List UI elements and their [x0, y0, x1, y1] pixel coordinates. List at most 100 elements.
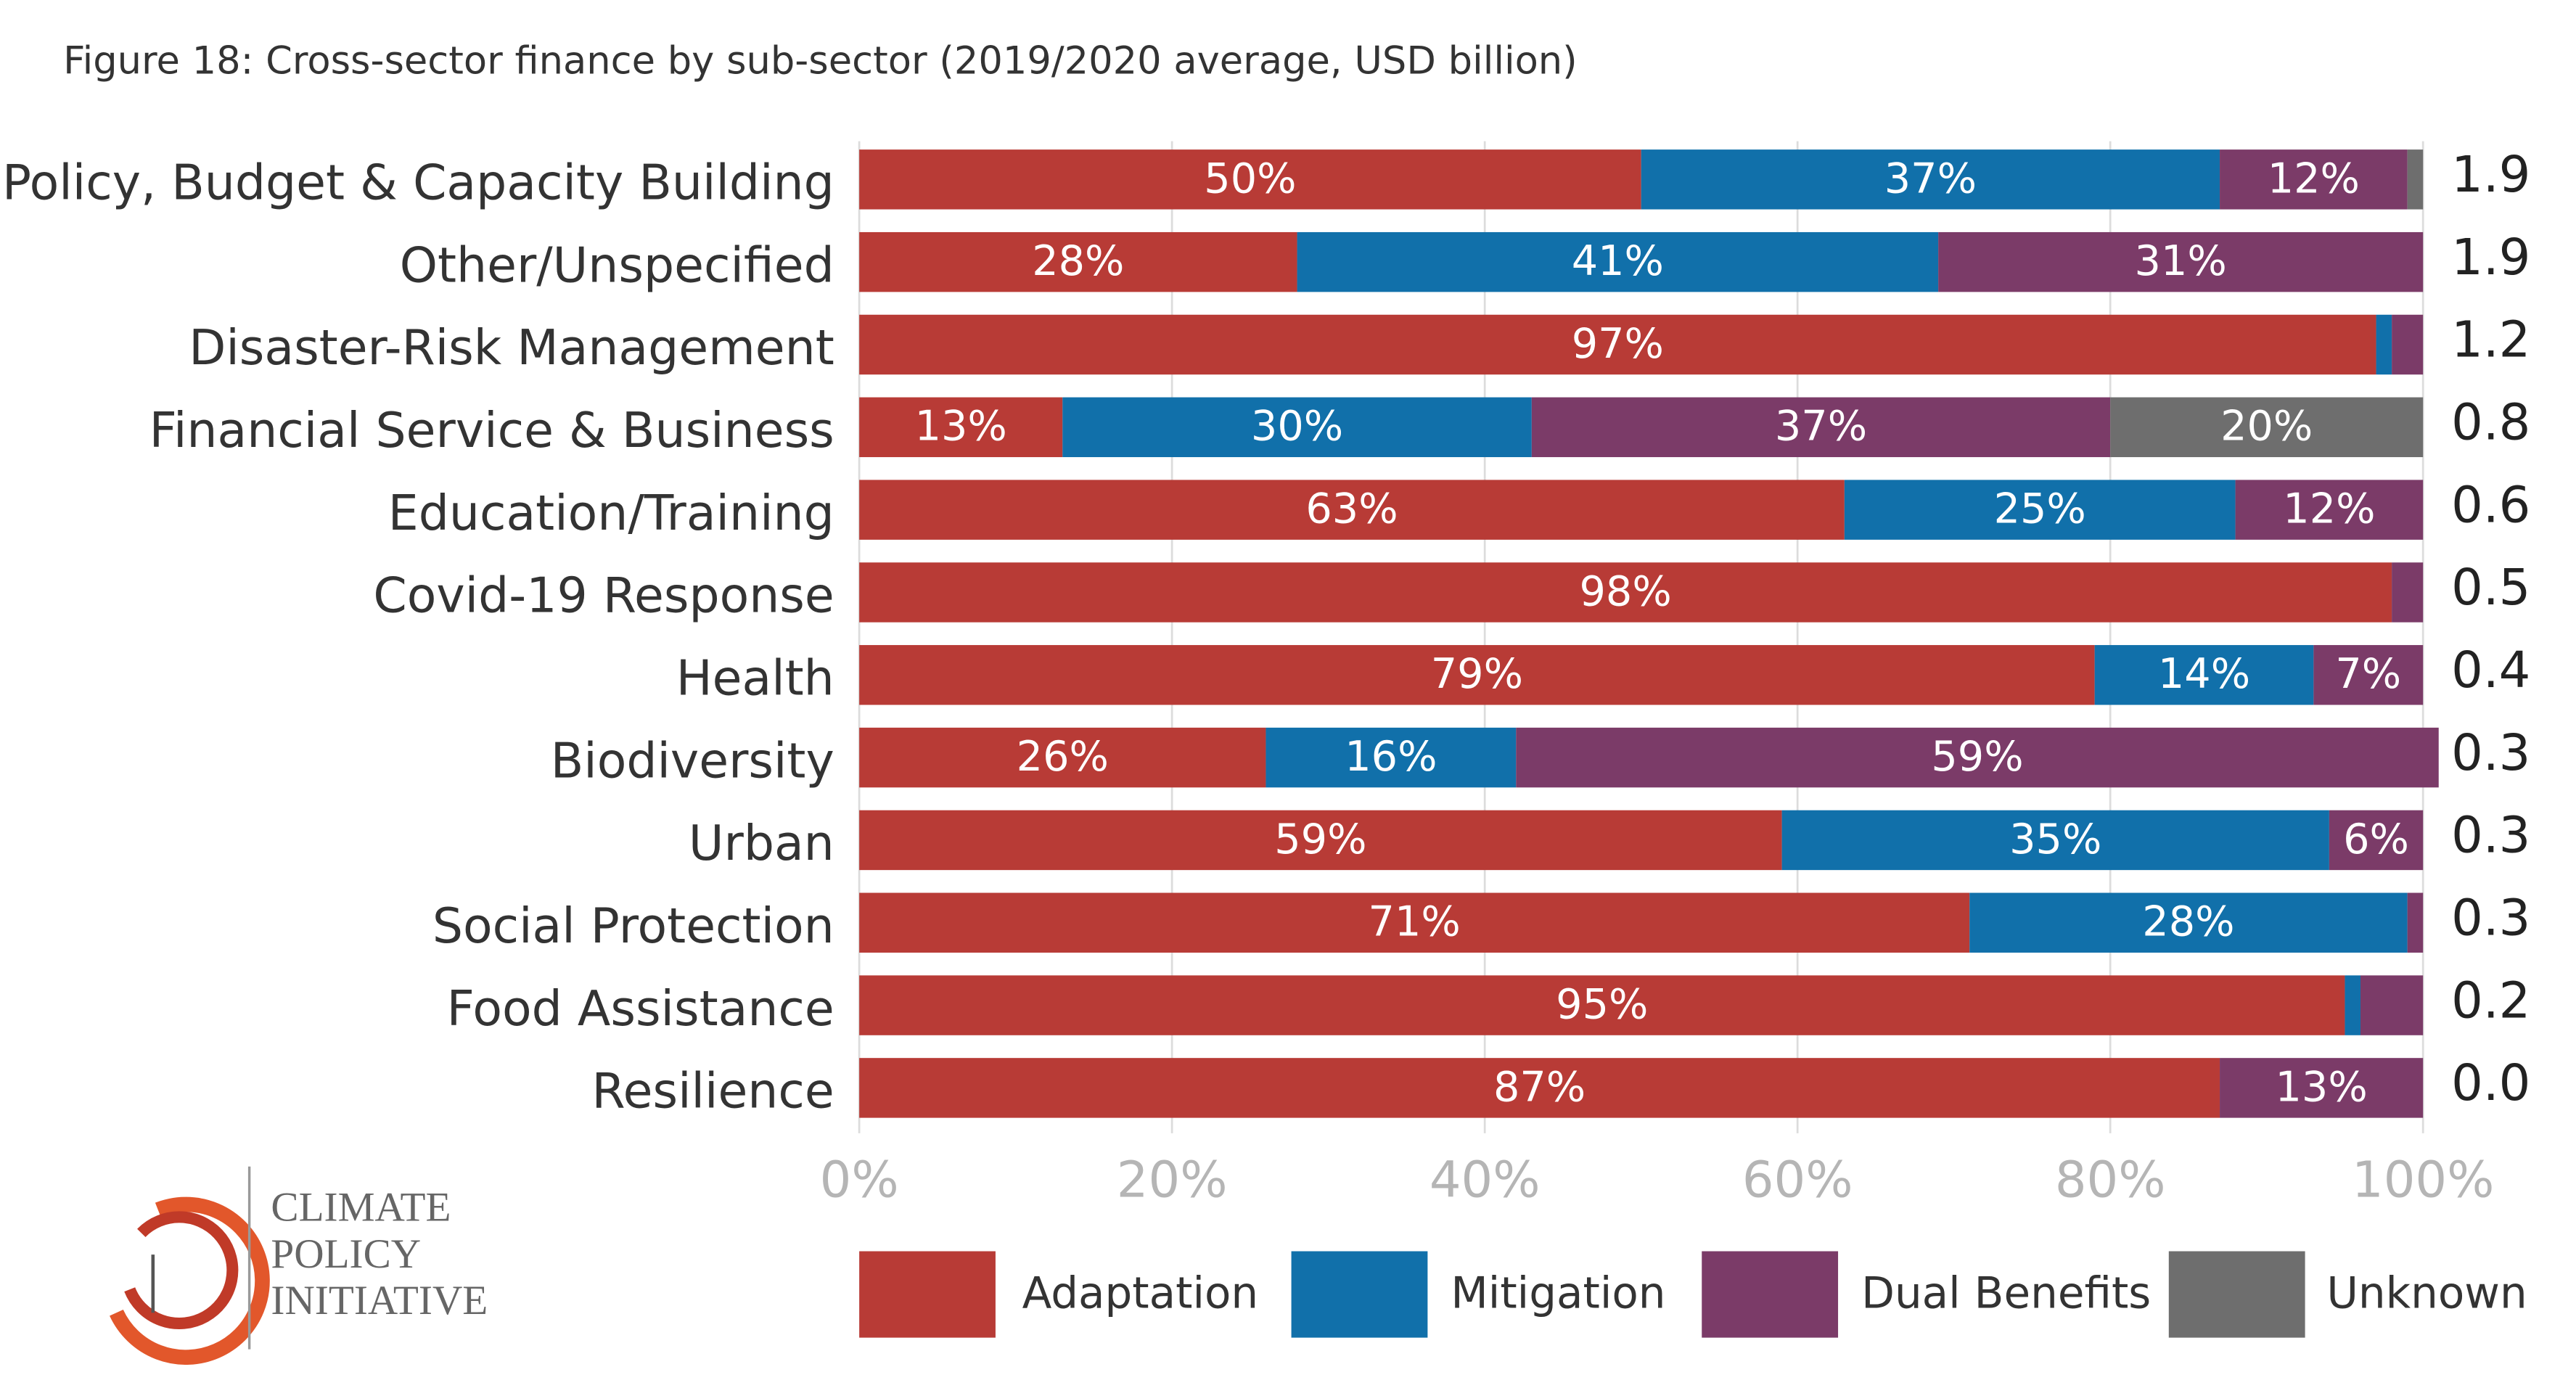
logo: CLIMATE POLICY INITIATIVE — [110, 1166, 488, 1365]
chart-title: Figure 18: Cross-sector finance by sub-s… — [63, 39, 1578, 83]
logo-arc — [124, 1211, 239, 1329]
bar-segment — [859, 810, 1782, 871]
logo-arc — [110, 1196, 270, 1365]
x-tick-label: 20% — [1117, 1151, 1228, 1210]
bar-segment — [859, 975, 2345, 1035]
value-label: 12% — [2283, 485, 2375, 533]
bar-segment — [2376, 314, 2392, 375]
bar-segment — [859, 314, 2376, 375]
bar-segment — [859, 1058, 2220, 1118]
value-label: 12% — [2268, 154, 2360, 202]
bar-segment — [2345, 975, 2361, 1035]
logo-text: CLIMATE — [271, 1185, 451, 1231]
y-tick-label: Financial Service & Business — [149, 402, 834, 459]
logo-text: POLICY — [271, 1231, 421, 1277]
x-tick-label: 60% — [1742, 1151, 1853, 1210]
total-label: 0.3 — [2451, 724, 2530, 782]
bar-segment — [859, 562, 2392, 623]
value-label: 28% — [1032, 237, 1124, 285]
bar-segment — [2220, 149, 2408, 210]
bar-segment — [859, 645, 2095, 705]
bar-segment — [2407, 149, 2424, 210]
x-tick-label: 80% — [2055, 1151, 2166, 1210]
value-label: 7% — [2335, 649, 2401, 698]
value-label: 35% — [2009, 815, 2101, 863]
bar-segment — [1969, 892, 2408, 953]
total-label: 0.8 — [2451, 394, 2530, 452]
bar-segment — [1297, 231, 1939, 292]
total-label: 0.3 — [2451, 807, 2530, 865]
total-label: 1.9 — [2451, 146, 2530, 204]
total-label: 1.9 — [2451, 229, 2530, 287]
value-label: 97% — [1572, 319, 1664, 368]
value-label: 16% — [1345, 732, 1437, 781]
y-tick-label: Disaster-Risk Management — [189, 319, 834, 376]
bar-segment — [2094, 645, 2314, 705]
legend-label: Unknown — [2326, 1268, 2527, 1318]
y-tick-label: Resilience — [591, 1063, 834, 1120]
value-label: 59% — [1274, 815, 1366, 863]
x-tick-label: 0% — [820, 1151, 899, 1210]
legend-swatch — [2168, 1251, 2305, 1338]
value-label: 63% — [1305, 485, 1398, 533]
legend-label: Mitigation — [1451, 1268, 1665, 1318]
bar-segment — [2392, 562, 2424, 623]
value-label: 37% — [1884, 154, 1977, 202]
value-label: 30% — [1251, 402, 1343, 451]
total-label: 0.5 — [2451, 559, 2530, 617]
logo-text: INITIATIVE — [271, 1278, 488, 1323]
y-tick-label: Urban — [689, 815, 834, 871]
bar-segment — [1781, 810, 2329, 871]
total-label: 0.3 — [2451, 889, 2530, 947]
legend-label: Adaptation — [1022, 1268, 1259, 1318]
bar-segment — [2110, 397, 2424, 458]
total-label: 0.0 — [2451, 1054, 2530, 1112]
bar-segment — [859, 149, 1641, 210]
bar-segment — [2329, 810, 2424, 871]
bar-segment — [859, 231, 1297, 292]
bar-segment — [2235, 480, 2424, 540]
value-label: 98% — [1579, 567, 1671, 615]
bar-segment — [1641, 149, 2220, 210]
y-tick-label: Biodiversity — [551, 732, 834, 789]
y-tick-label: Health — [676, 650, 834, 707]
value-label: 20% — [2220, 402, 2313, 451]
total-label: 0.4 — [2451, 641, 2530, 699]
value-label: 13% — [2275, 1062, 2367, 1111]
bar-segment — [2360, 975, 2424, 1035]
bar-segment — [1266, 727, 1517, 788]
legend-swatch — [1702, 1251, 1839, 1338]
y-tick-label: Education/Training — [388, 485, 834, 541]
value-label: 6% — [2343, 815, 2409, 863]
bar-segment — [2220, 1058, 2424, 1118]
value-label: 28% — [2142, 898, 2234, 946]
bar-segment — [2407, 892, 2424, 953]
value-label: 26% — [1017, 732, 1109, 781]
y-tick-label: Policy, Budget & Capacity Building — [2, 155, 834, 211]
value-label: 59% — [1931, 732, 2023, 781]
legend-label: Dual Benefits — [1861, 1268, 2151, 1318]
value-label: 95% — [1556, 980, 1648, 1028]
y-tick-label: Covid-19 Response — [373, 567, 834, 624]
bar-segment — [859, 397, 1063, 458]
total-label: 0.6 — [2451, 476, 2530, 534]
bar-segment — [2392, 314, 2424, 375]
value-label: 14% — [2158, 649, 2250, 698]
bar-segment — [859, 727, 1266, 788]
bar-segment — [1938, 231, 2424, 292]
y-tick-label: Food Assistance — [447, 980, 834, 1037]
value-label: 13% — [915, 402, 1007, 451]
value-label: 71% — [1369, 898, 1461, 946]
bar-segment — [1062, 397, 1532, 458]
value-label: 37% — [1775, 402, 1867, 451]
value-label: 25% — [1994, 485, 2086, 533]
value-label: 41% — [1572, 237, 1664, 285]
x-tick-label: 100% — [2352, 1151, 2494, 1210]
legend-swatch — [1291, 1251, 1428, 1338]
y-tick-label: Other/Unspecified — [400, 237, 834, 293]
total-label: 0.2 — [2451, 972, 2530, 1030]
x-tick-label: 40% — [1429, 1151, 1541, 1210]
bar-segment — [859, 892, 1970, 953]
